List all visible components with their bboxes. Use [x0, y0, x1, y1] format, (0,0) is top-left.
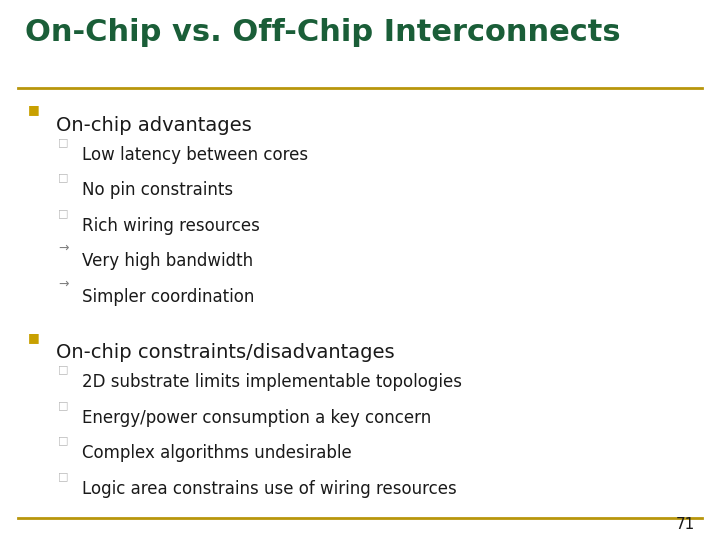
- Text: □: □: [58, 208, 68, 218]
- Text: →: →: [58, 242, 68, 255]
- Text: Logic area constrains use of wiring resources: Logic area constrains use of wiring reso…: [82, 480, 456, 498]
- Text: 2D substrate limits implementable topologies: 2D substrate limits implementable topolo…: [82, 374, 462, 391]
- Text: □: □: [58, 364, 68, 375]
- Text: Simpler coordination: Simpler coordination: [82, 288, 254, 306]
- Text: On-Chip vs. Off-Chip Interconnects: On-Chip vs. Off-Chip Interconnects: [25, 18, 621, 47]
- Text: Energy/power consumption a key concern: Energy/power consumption a key concern: [82, 409, 431, 427]
- Text: □: □: [58, 400, 68, 410]
- Text: →: →: [58, 278, 68, 291]
- Text: □: □: [58, 172, 68, 183]
- Text: □: □: [58, 137, 68, 147]
- Text: □: □: [58, 435, 68, 445]
- Text: On-chip constraints/disadvantages: On-chip constraints/disadvantages: [56, 343, 395, 362]
- Text: 71: 71: [676, 517, 695, 532]
- Text: On-chip advantages: On-chip advantages: [56, 116, 252, 135]
- Text: Low latency between cores: Low latency between cores: [82, 146, 308, 164]
- Text: Rich wiring resources: Rich wiring resources: [82, 217, 260, 235]
- Text: No pin constraints: No pin constraints: [82, 181, 233, 199]
- Text: Very high bandwidth: Very high bandwidth: [82, 253, 253, 271]
- Text: ■: ■: [28, 331, 40, 344]
- Text: Complex algorithms undesirable: Complex algorithms undesirable: [82, 444, 352, 462]
- Text: □: □: [58, 471, 68, 481]
- Text: ■: ■: [28, 104, 40, 117]
